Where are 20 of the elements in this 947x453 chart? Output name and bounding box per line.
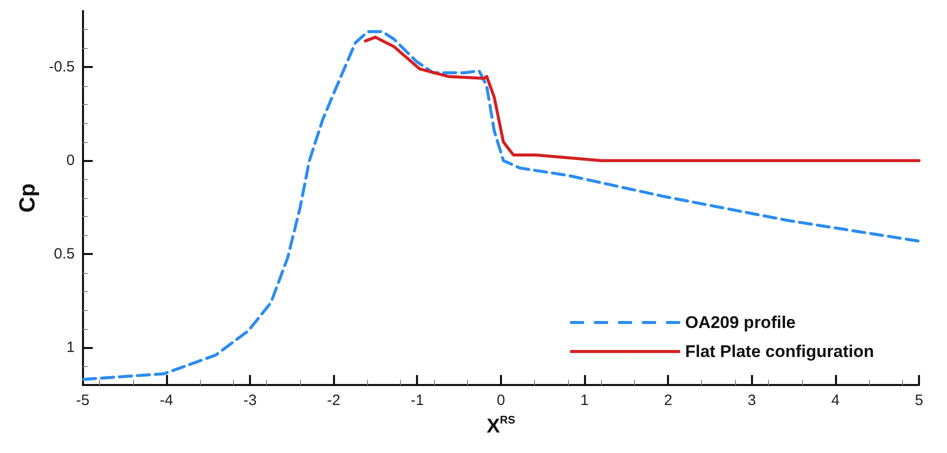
- x-tick-label: 0: [496, 392, 506, 409]
- x-tick-label: 2: [664, 392, 672, 409]
- legend-label: OA209 profile: [685, 313, 796, 332]
- x-tick-label: 5: [914, 392, 924, 409]
- x-tick-label: 3: [748, 392, 756, 409]
- y-axis-title: Cp: [14, 183, 40, 213]
- x-tick-label: -1: [410, 392, 424, 409]
- x-tick-label: -3: [243, 392, 257, 409]
- line-series: [364, 36, 920, 162]
- x-tick-label: -4: [160, 392, 174, 409]
- y-tick-label: 0.5: [54, 246, 75, 263]
- x-tick-label: 4: [831, 392, 840, 409]
- x-tick-label: -2: [326, 392, 340, 409]
- legend-label: Flat Plate configuration: [685, 342, 874, 361]
- y-tick-label: -0.5: [48, 58, 75, 76]
- y-tick-label: 1: [66, 339, 75, 356]
- x-tick-label: 1: [580, 392, 589, 409]
- line-series: [82, 30, 920, 381]
- y-tick-label: 0: [66, 152, 75, 170]
- x-tick-label: -5: [76, 392, 90, 409]
